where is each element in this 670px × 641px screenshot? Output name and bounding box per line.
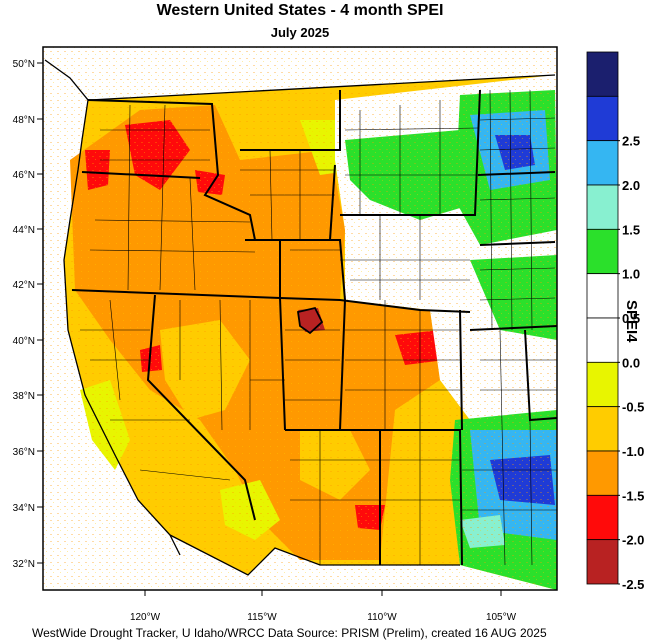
colorbar-bin <box>586 51 619 97</box>
lat-label: 50°N <box>13 59 35 70</box>
colorbar-bin <box>586 539 619 585</box>
colorbar-tick-label: 1.0 <box>622 267 640 282</box>
lat-label: 48°N <box>13 115 35 126</box>
colorbar-tick-label: -2.0 <box>622 533 644 548</box>
colorbar-bin <box>586 361 619 408</box>
colorbar: 2.5 2.0 1.5 1.0 0.5 0.0 -0.5 -1.0 -1.5 -2.0 -2.5 <box>586 51 644 592</box>
colorbar-tick-label: 2.0 <box>622 178 640 193</box>
colorbar-bin <box>586 494 619 541</box>
colorbar-tick-label: -2.5 <box>622 577 644 592</box>
boundaries <box>44 59 557 576</box>
lat-label: 42°N <box>13 280 35 291</box>
colorbar-title: SPEI4 <box>623 300 640 343</box>
lat-label: 38°N <box>13 391 35 402</box>
colorbar-bin <box>586 406 619 452</box>
footer-credit: WestWide Drought Tracker, U Idaho/WRCC D… <box>32 626 547 640</box>
lat-label: 32°N <box>13 559 35 570</box>
map-subtitle: July 2025 <box>270 25 330 40</box>
colorbar-tick-label: 0.5 <box>622 311 640 326</box>
colorbar-tick-label: 2.5 <box>622 134 640 149</box>
map-title: Western United States - 4 month SPEI <box>156 2 444 19</box>
colorbar-bin <box>586 184 619 230</box>
lat-label: 36°N <box>13 447 35 458</box>
colorbar-bin <box>586 273 619 319</box>
colorbar-bin <box>586 95 619 142</box>
lon-label: 105°W <box>486 612 517 623</box>
lon-label: 115°W <box>247 612 277 623</box>
colorbar-bin <box>586 140 619 186</box>
colorbar-tick-label: -1.0 <box>622 444 644 459</box>
colorbar-bin <box>586 450 619 496</box>
colorbar-tick-label: 0.0 <box>622 355 640 370</box>
lat-label: 40°N <box>13 336 35 347</box>
colorbar-tick-label: -0.5 <box>622 400 644 415</box>
lon-label: 110°W <box>367 612 397 623</box>
colorbar-bin <box>586 317 619 363</box>
lat-label: 46°N <box>13 170 35 181</box>
lat-axis: 50°N 48°N 46°N 44°N 42°N 40°N 38°N 36°N … <box>13 59 43 570</box>
colorbar-tick-label: -1.5 <box>622 488 644 503</box>
lon-axis: 120°W 115°W 110°W 105°W <box>130 590 517 623</box>
colorbar-bin <box>586 228 619 275</box>
lat-label: 34°N <box>13 503 35 514</box>
colorbar-tick-label: 1.5 <box>622 222 640 237</box>
lat-label: 44°N <box>13 225 35 236</box>
lon-label: 120°W <box>130 612 161 623</box>
map-frame <box>42 46 558 591</box>
